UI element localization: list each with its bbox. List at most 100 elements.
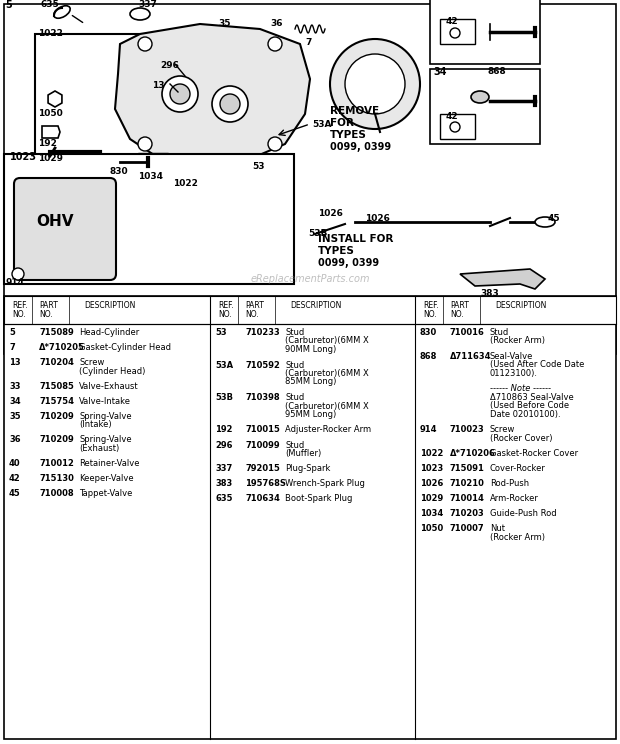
Text: 90MM Long): 90MM Long): [285, 345, 336, 354]
Text: 383: 383: [480, 289, 499, 298]
Text: 53A: 53A: [215, 361, 233, 370]
Text: Stud: Stud: [285, 393, 304, 402]
Text: 830: 830: [420, 328, 437, 337]
Circle shape: [170, 84, 190, 104]
Text: Seal-Valve: Seal-Valve: [490, 352, 533, 361]
Text: REF.: REF.: [12, 301, 28, 310]
Text: 868: 868: [420, 352, 437, 361]
Bar: [4, 296, 616, 739]
Text: 1034: 1034: [420, 509, 443, 519]
Text: Guide-Push Rod: Guide-Push Rod: [490, 509, 557, 519]
Text: (Used Before Code: (Used Before Code: [490, 401, 569, 410]
Text: Date 02010100).: Date 02010100).: [490, 410, 560, 419]
Text: ------ Note ------: ------ Note ------: [490, 384, 551, 394]
Text: PART: PART: [39, 301, 58, 310]
Circle shape: [162, 76, 198, 112]
Text: 710233: 710233: [245, 328, 280, 337]
Text: 42: 42: [446, 112, 459, 121]
Text: 1034: 1034: [138, 172, 163, 181]
Text: NO.: NO.: [12, 310, 26, 319]
Text: 1022: 1022: [420, 449, 443, 458]
Text: 42: 42: [9, 474, 20, 484]
Text: 01123100).: 01123100).: [490, 369, 538, 378]
Text: Retainer-Valve: Retainer-Valve: [79, 459, 140, 468]
Text: Tappet-Valve: Tappet-Valve: [79, 490, 133, 498]
Text: 383: 383: [215, 479, 232, 488]
Ellipse shape: [471, 91, 489, 103]
Circle shape: [268, 137, 282, 151]
Text: 337: 337: [215, 464, 232, 473]
Text: 53A: 53A: [312, 120, 332, 129]
Text: 13: 13: [9, 358, 20, 367]
Text: 710016: 710016: [450, 328, 485, 337]
Text: Valve-Intake: Valve-Intake: [79, 397, 131, 405]
Text: REMOVE: REMOVE: [330, 106, 379, 116]
Text: NO.: NO.: [39, 310, 53, 319]
Text: Rod-Push: Rod-Push: [490, 479, 529, 488]
Text: 53B: 53B: [308, 229, 327, 238]
Text: Nut: Nut: [490, 525, 505, 533]
Text: 1029: 1029: [38, 154, 63, 163]
Text: FOR: FOR: [330, 118, 354, 128]
Text: 13: 13: [152, 81, 164, 90]
Bar: [4, 296, 616, 324]
Text: 830: 830: [110, 167, 128, 176]
Text: REF.: REF.: [218, 301, 234, 310]
Text: 1023: 1023: [10, 152, 37, 162]
Text: 337: 337: [138, 0, 157, 9]
Text: 296: 296: [160, 61, 179, 70]
Text: 0099, 0399: 0099, 0399: [318, 258, 379, 268]
Text: 710592: 710592: [245, 361, 280, 370]
Text: 5: 5: [9, 328, 15, 337]
Text: 1026: 1026: [420, 479, 443, 488]
Text: 710210: 710210: [450, 479, 485, 488]
Text: 5: 5: [5, 0, 12, 10]
Text: 0099, 0399: 0099, 0399: [330, 142, 391, 152]
Text: 715089: 715089: [39, 328, 74, 337]
Text: 715091: 715091: [450, 464, 485, 473]
Polygon shape: [115, 24, 310, 164]
Text: 715754: 715754: [39, 397, 74, 405]
Text: 710007: 710007: [450, 525, 485, 533]
Text: 1029: 1029: [420, 494, 443, 503]
Circle shape: [345, 54, 405, 114]
Text: Δ*710206: Δ*710206: [450, 449, 496, 458]
Text: Gasket-Rocker Cover: Gasket-Rocker Cover: [490, 449, 578, 458]
Text: 36: 36: [9, 435, 20, 444]
Text: Screw: Screw: [79, 358, 104, 367]
Ellipse shape: [54, 6, 70, 19]
Text: (Exhaust): (Exhaust): [79, 444, 119, 453]
Text: 7: 7: [9, 343, 15, 352]
Text: OHV: OHV: [36, 214, 74, 228]
Text: TYPES: TYPES: [330, 130, 367, 140]
Text: 635: 635: [41, 0, 60, 9]
FancyBboxPatch shape: [14, 178, 116, 280]
Text: 914: 914: [5, 278, 24, 287]
Text: REF.: REF.: [423, 301, 438, 310]
Text: Cover-Rocker: Cover-Rocker: [490, 464, 546, 473]
Text: 35: 35: [218, 19, 231, 28]
Text: Δ710863 Seal-Valve: Δ710863 Seal-Valve: [490, 393, 574, 402]
Text: Stud: Stud: [285, 361, 304, 370]
Text: 192: 192: [215, 426, 232, 434]
Text: Keeper-Valve: Keeper-Valve: [79, 474, 134, 484]
Bar: [440, 114, 475, 139]
Text: 36: 36: [270, 19, 283, 28]
Text: (Muffler): (Muffler): [285, 449, 321, 458]
Text: 53B: 53B: [215, 393, 233, 402]
Text: 45: 45: [548, 214, 560, 223]
Text: Adjuster-Rocker Arm: Adjuster-Rocker Arm: [285, 426, 371, 434]
Text: Stud: Stud: [285, 440, 304, 449]
Text: Δ*710205: Δ*710205: [39, 343, 85, 352]
Bar: [440, 19, 475, 44]
Circle shape: [12, 268, 24, 280]
Circle shape: [220, 94, 240, 114]
Text: NO.: NO.: [245, 310, 259, 319]
Text: 45: 45: [9, 490, 20, 498]
Text: 1022: 1022: [172, 179, 197, 188]
Text: 42: 42: [446, 17, 459, 26]
Bar: [4, 4, 616, 354]
Text: (Rocker Arm): (Rocker Arm): [490, 336, 545, 345]
Text: Boot-Spark Plug: Boot-Spark Plug: [285, 494, 352, 503]
Circle shape: [138, 137, 152, 151]
